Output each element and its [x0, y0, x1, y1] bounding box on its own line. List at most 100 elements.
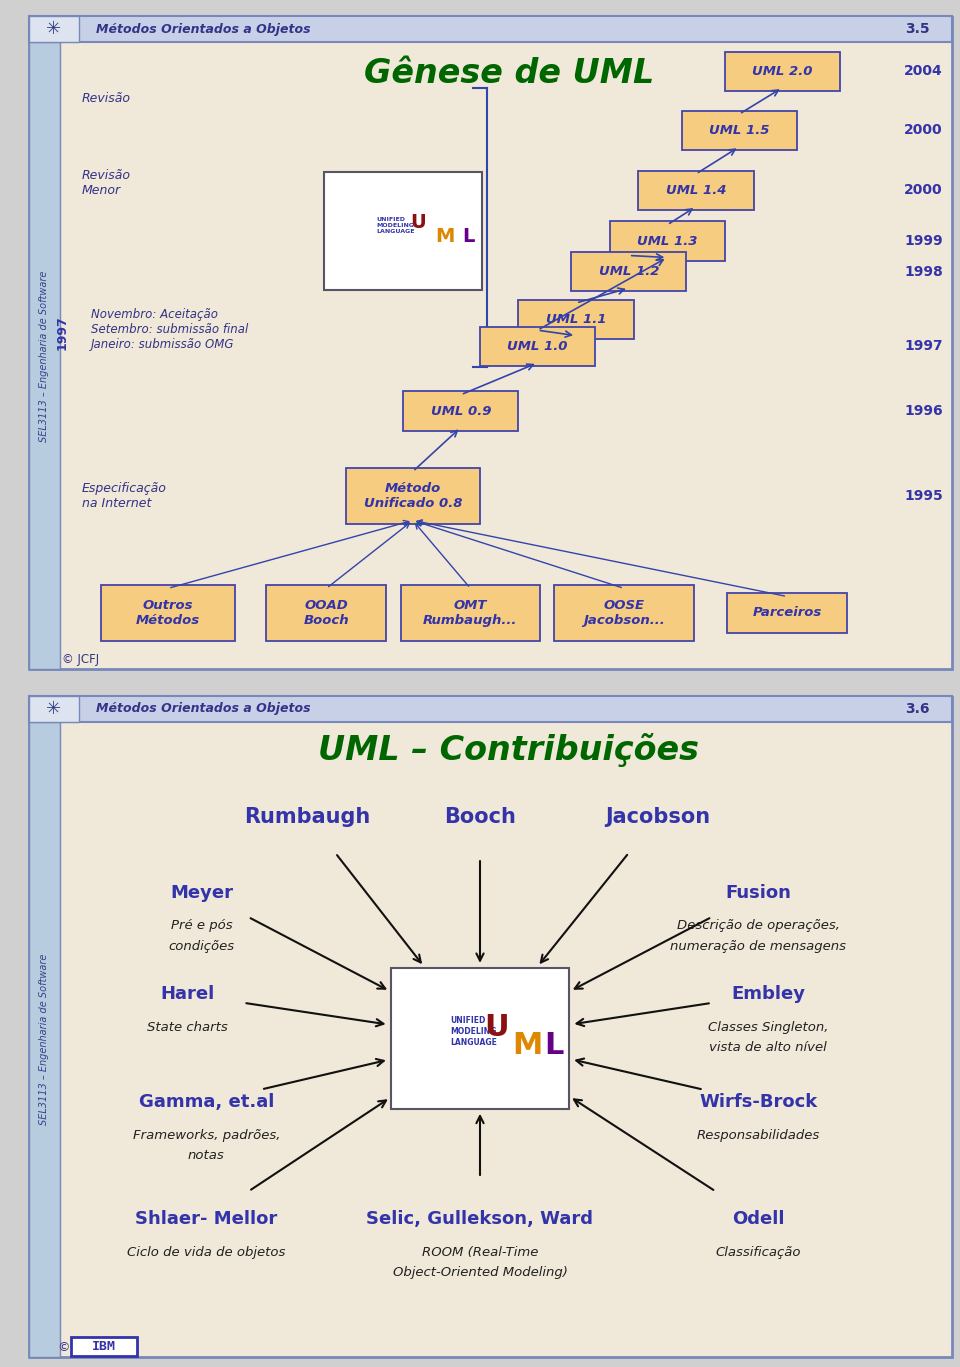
Text: Novembro: Aceitação
Setembro: submissão final
Janeiro: submissão OMG: Novembro: Aceitação Setembro: submissão …	[91, 308, 249, 351]
Text: Unificado 0.8: Unificado 0.8	[364, 498, 462, 510]
Text: UNIFIED
MODELING
LANGUAGE: UNIFIED MODELING LANGUAGE	[376, 217, 415, 234]
Text: Frameworks, padrões,: Frameworks, padrões,	[132, 1129, 280, 1141]
Text: 1999: 1999	[904, 234, 943, 249]
Text: UML – Contribuições: UML – Contribuições	[319, 733, 699, 767]
FancyBboxPatch shape	[392, 968, 568, 1109]
Text: Gênese de UML: Gênese de UML	[364, 57, 654, 90]
Text: condições: condições	[169, 939, 234, 953]
FancyBboxPatch shape	[610, 221, 725, 261]
FancyBboxPatch shape	[346, 468, 480, 524]
Text: Jacobson...: Jacobson...	[583, 614, 665, 627]
Text: Gamma, et.al: Gamma, et.al	[138, 1094, 275, 1111]
FancyBboxPatch shape	[403, 391, 518, 431]
Text: State charts: State charts	[147, 1021, 228, 1033]
Text: Especificação
na Internet: Especificação na Internet	[82, 483, 166, 510]
Text: Classes Singleton,: Classes Singleton,	[708, 1021, 828, 1033]
Text: Classificação: Classificação	[715, 1245, 802, 1259]
Text: UML 0.9: UML 0.9	[430, 405, 492, 417]
Text: SEL3113 – Engenharia de Software: SEL3113 – Engenharia de Software	[39, 954, 49, 1125]
Text: 3.6: 3.6	[904, 703, 929, 716]
Text: Booch: Booch	[303, 614, 349, 627]
Text: UML 1.3: UML 1.3	[636, 235, 698, 247]
FancyBboxPatch shape	[29, 42, 60, 670]
Text: U: U	[410, 212, 426, 231]
FancyBboxPatch shape	[29, 697, 952, 1356]
Text: ©: ©	[58, 1341, 70, 1355]
FancyBboxPatch shape	[555, 585, 693, 641]
Text: Harel: Harel	[160, 986, 214, 1003]
Text: Booch: Booch	[444, 807, 516, 827]
Text: 2000: 2000	[904, 123, 943, 138]
Text: 3.5: 3.5	[904, 22, 929, 36]
Text: Outros: Outros	[143, 599, 193, 612]
Text: Embley: Embley	[731, 986, 805, 1003]
Text: vista de alto nível: vista de alto nível	[709, 1042, 827, 1054]
FancyBboxPatch shape	[29, 16, 952, 42]
Text: Rumbaugh...: Rumbaugh...	[423, 614, 517, 627]
Text: L: L	[544, 1031, 564, 1059]
Text: UNIFIED
MODELING
LANGUAGE: UNIFIED MODELING LANGUAGE	[449, 1016, 496, 1047]
Text: UML 1.1: UML 1.1	[545, 313, 607, 325]
Text: Odell: Odell	[732, 1210, 784, 1228]
FancyBboxPatch shape	[29, 696, 952, 722]
Text: Métodos: Métodos	[136, 614, 200, 627]
Text: UML 1.4: UML 1.4	[665, 183, 727, 197]
FancyBboxPatch shape	[101, 585, 235, 641]
Text: Fusion: Fusion	[726, 883, 791, 902]
Text: Métodos Orientados a Objetos: Métodos Orientados a Objetos	[96, 23, 311, 36]
FancyBboxPatch shape	[728, 593, 847, 633]
Text: 1996: 1996	[904, 405, 943, 418]
Text: OOAD: OOAD	[304, 599, 348, 612]
Text: © JCFJ: © JCFJ	[62, 652, 100, 666]
Text: Meyer: Meyer	[170, 883, 233, 902]
FancyBboxPatch shape	[480, 327, 595, 366]
Text: 1998: 1998	[904, 265, 943, 279]
Text: Revisão: Revisão	[82, 92, 131, 105]
Text: M: M	[435, 227, 454, 246]
Text: L: L	[463, 227, 475, 246]
Text: ROOM (Real-Time: ROOM (Real-Time	[421, 1245, 539, 1259]
Text: Responsabilidades: Responsabilidades	[697, 1129, 820, 1141]
Text: ✳: ✳	[46, 700, 61, 718]
FancyBboxPatch shape	[682, 111, 797, 150]
Text: Selic, Gullekson, Ward: Selic, Gullekson, Ward	[367, 1210, 593, 1228]
Text: OOSE: OOSE	[604, 599, 644, 612]
FancyBboxPatch shape	[571, 252, 686, 291]
FancyBboxPatch shape	[29, 16, 79, 42]
Text: UML 1.0: UML 1.0	[507, 340, 568, 353]
Text: Jacobson: Jacobson	[605, 807, 710, 827]
FancyBboxPatch shape	[400, 585, 540, 641]
FancyBboxPatch shape	[324, 171, 482, 290]
Text: Object-Oriented Modeling): Object-Oriented Modeling)	[393, 1266, 567, 1280]
Text: notas: notas	[188, 1150, 225, 1162]
Text: 2004: 2004	[904, 64, 943, 78]
Text: 2000: 2000	[904, 183, 943, 197]
FancyBboxPatch shape	[518, 299, 634, 339]
Text: Rumbaugh: Rumbaugh	[244, 807, 371, 827]
Text: numeração de mensagens: numeração de mensagens	[670, 939, 847, 953]
Text: IBM: IBM	[92, 1340, 116, 1353]
Text: Revisão
Menor: Revisão Menor	[82, 170, 131, 197]
FancyBboxPatch shape	[71, 1337, 137, 1356]
Text: Descrição de operações,: Descrição de operações,	[677, 919, 840, 932]
Text: Ciclo de vida de objetos: Ciclo de vida de objetos	[128, 1245, 285, 1259]
FancyBboxPatch shape	[29, 722, 60, 1356]
Text: Parceiros: Parceiros	[753, 607, 822, 619]
Text: ✳: ✳	[46, 21, 61, 38]
Text: 1995: 1995	[904, 489, 943, 503]
FancyBboxPatch shape	[267, 585, 386, 641]
FancyBboxPatch shape	[725, 52, 840, 92]
Text: 1997: 1997	[56, 316, 69, 350]
Text: SEL3113 – Engenharia de Software: SEL3113 – Engenharia de Software	[39, 271, 49, 442]
Text: Pré e pós: Pré e pós	[171, 919, 232, 932]
Text: Método: Método	[385, 483, 441, 495]
Text: OMT: OMT	[454, 599, 487, 612]
FancyBboxPatch shape	[638, 171, 754, 211]
Text: Métodos Orientados a Objetos: Métodos Orientados a Objetos	[96, 703, 311, 715]
FancyBboxPatch shape	[29, 16, 952, 670]
Text: UML 1.2: UML 1.2	[598, 265, 660, 279]
Text: UML 1.5: UML 1.5	[708, 124, 770, 137]
Text: Wirfs-Brock: Wirfs-Brock	[699, 1094, 818, 1111]
FancyBboxPatch shape	[29, 696, 79, 722]
Text: UML 2.0: UML 2.0	[752, 64, 813, 78]
